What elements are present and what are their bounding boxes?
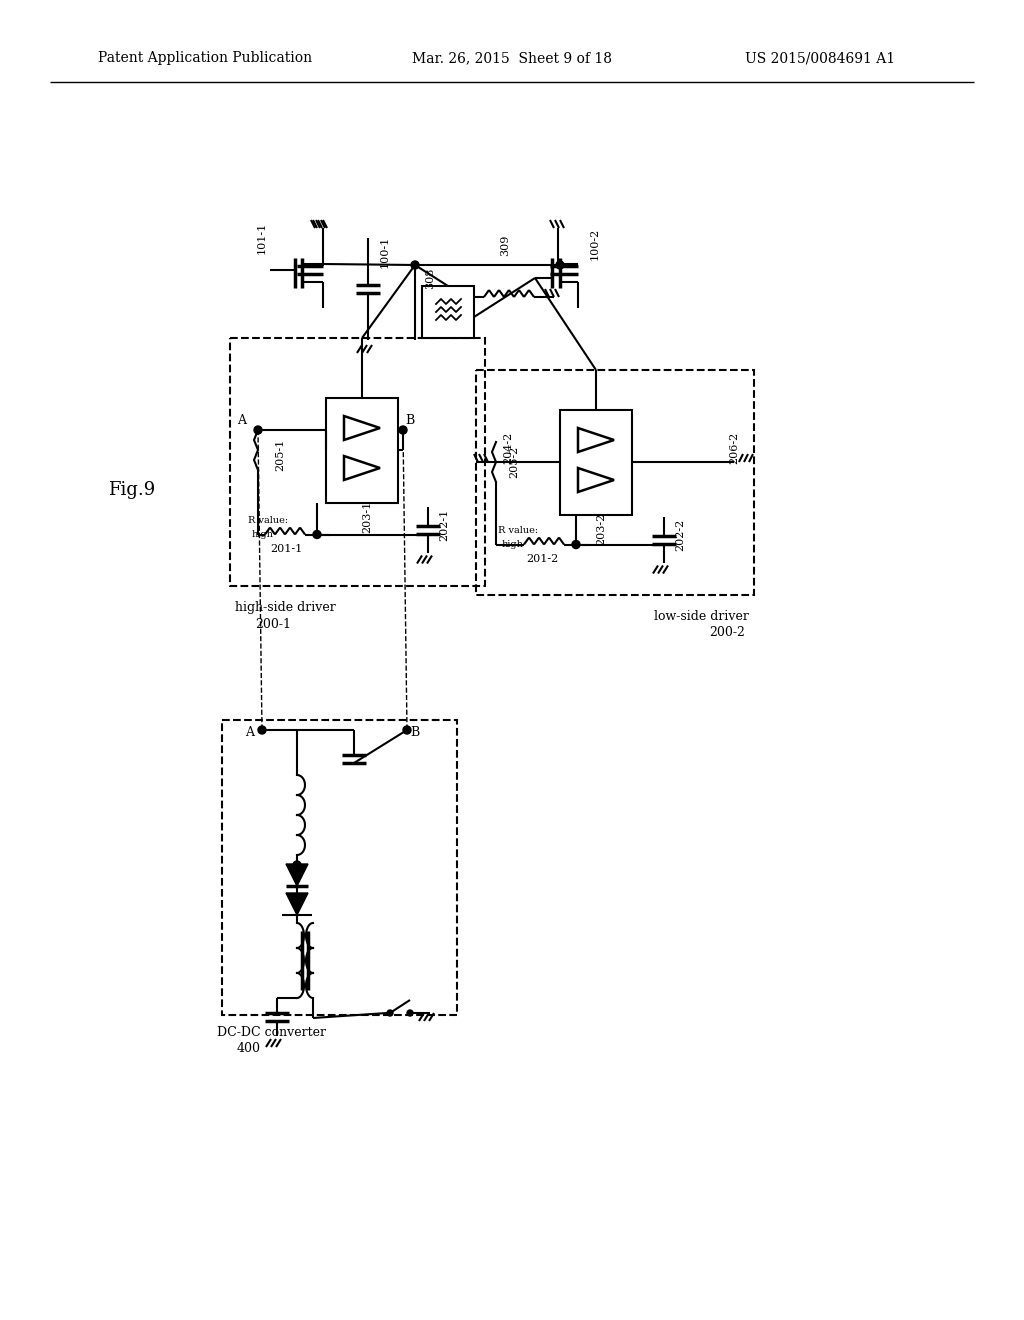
Circle shape [556, 261, 564, 269]
Circle shape [254, 426, 262, 434]
Text: A: A [238, 413, 247, 426]
Text: 308: 308 [425, 268, 435, 289]
Polygon shape [286, 865, 308, 886]
Polygon shape [286, 894, 308, 915]
Text: 101-1: 101-1 [257, 222, 267, 255]
Text: 200-1: 200-1 [255, 618, 291, 631]
Text: 400: 400 [237, 1043, 261, 1056]
Text: A: A [246, 726, 255, 738]
Text: Mar. 26, 2015  Sheet 9 of 18: Mar. 26, 2015 Sheet 9 of 18 [412, 51, 612, 65]
Text: 100-2: 100-2 [590, 228, 600, 260]
Bar [560, 409, 632, 515]
Text: 201-1: 201-1 [270, 544, 302, 553]
Text: 202-2: 202-2 [675, 519, 685, 550]
Text: 204-2: 204-2 [503, 432, 513, 465]
Text: R value:: R value: [498, 525, 539, 535]
Text: DC-DC converter: DC-DC converter [217, 1027, 326, 1040]
Text: 203-2: 203-2 [596, 512, 606, 545]
Text: low-side driver: low-side driver [654, 610, 749, 623]
Bar [230, 338, 485, 586]
Text: 203-1: 203-1 [362, 500, 372, 533]
Text: B: B [406, 413, 415, 426]
Text: 205-1: 205-1 [275, 438, 285, 471]
Text: high: high [252, 531, 273, 539]
Circle shape [411, 261, 419, 269]
Text: 206-2: 206-2 [729, 432, 739, 465]
Bar [422, 286, 474, 338]
Circle shape [407, 1010, 413, 1016]
Bar [476, 370, 754, 595]
Bar [222, 719, 457, 1015]
Circle shape [572, 540, 580, 549]
Text: 100-1: 100-1 [380, 236, 390, 268]
Text: 205-2: 205-2 [509, 446, 519, 478]
Text: 201-2: 201-2 [526, 553, 558, 564]
Bar [326, 397, 398, 503]
Text: B: B [411, 726, 420, 738]
Text: high: high [502, 540, 524, 549]
Text: US 2015/0084691 A1: US 2015/0084691 A1 [744, 51, 895, 65]
Text: 200-2: 200-2 [709, 627, 744, 639]
Text: Patent Application Publication: Patent Application Publication [98, 51, 312, 65]
Text: 309: 309 [500, 235, 510, 256]
Text: R value:: R value: [248, 516, 288, 525]
Circle shape [313, 531, 321, 539]
Circle shape [258, 726, 266, 734]
Circle shape [293, 861, 301, 869]
Circle shape [399, 426, 407, 434]
Text: high-side driver: high-side driver [234, 602, 336, 615]
Circle shape [387, 1010, 393, 1016]
Text: 202-1: 202-1 [439, 508, 449, 541]
Text: Fig.9: Fig.9 [108, 480, 156, 499]
Circle shape [403, 726, 411, 734]
